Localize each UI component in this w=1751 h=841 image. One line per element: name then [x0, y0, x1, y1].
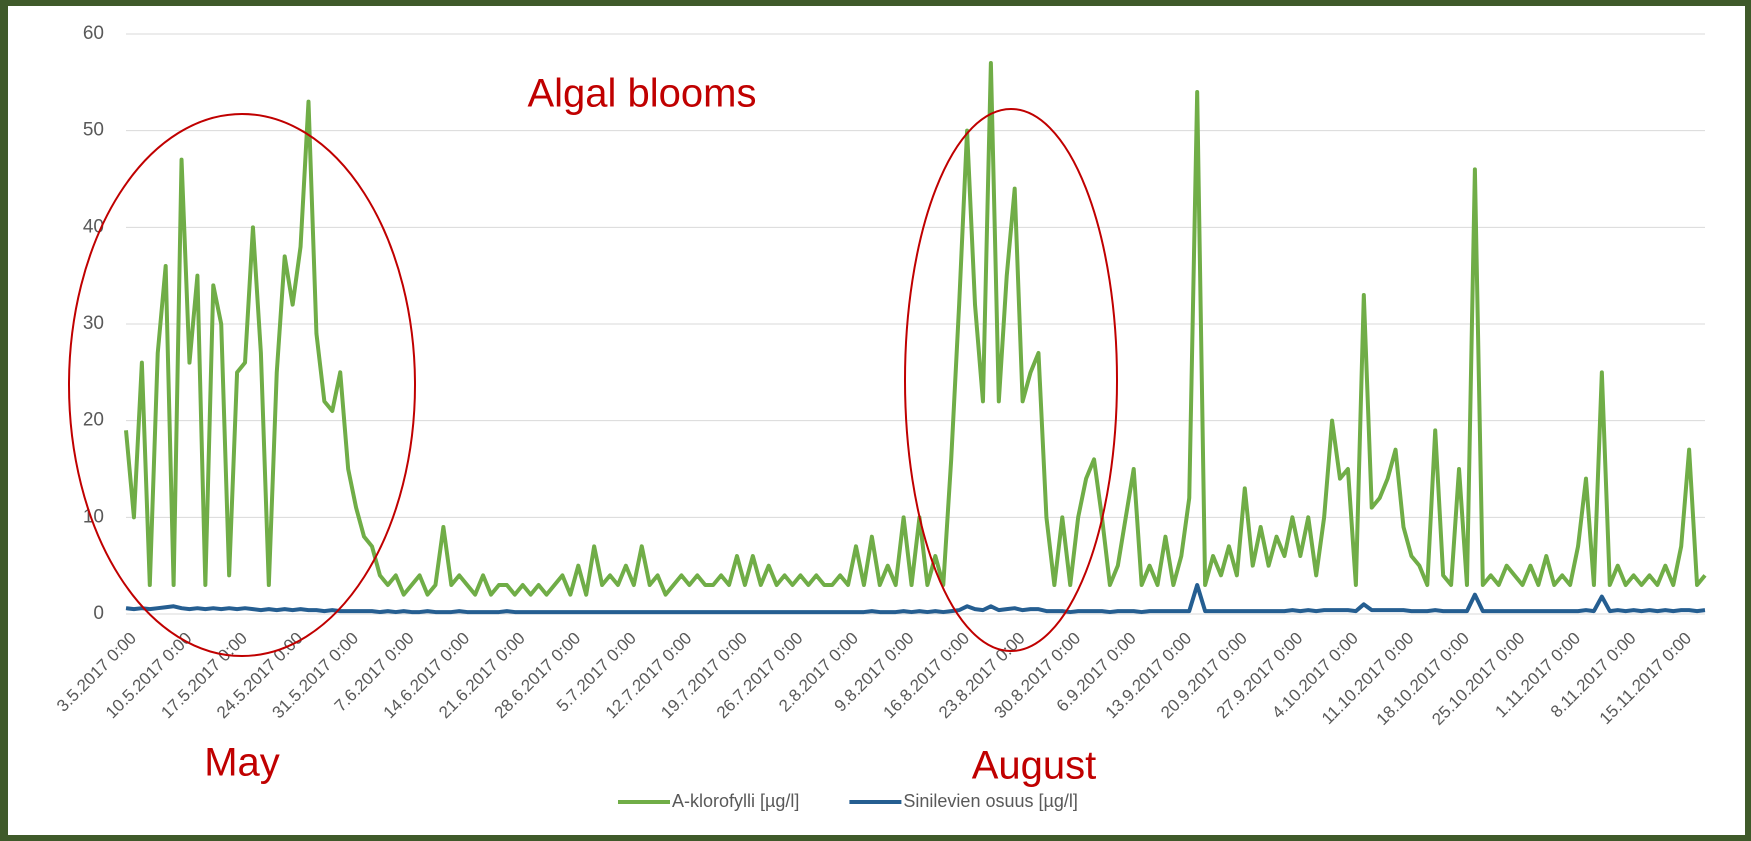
y-tick-label: 30 — [83, 313, 104, 334]
chart: 01020304050603.5.2017 0:0010.5.2017 0:00… — [0, 0, 1751, 841]
y-tick-label: 60 — [83, 23, 104, 44]
y-tick-label: 0 — [93, 603, 104, 624]
y-tick-label: 20 — [83, 410, 104, 431]
annotation: August — [972, 744, 1097, 788]
y-tick-label: 50 — [83, 120, 104, 141]
annotation: May — [204, 741, 280, 785]
legend-label: Sinilevien osuus [µg/l] — [903, 791, 1077, 811]
legend-label: A-klorofylli [µg/l] — [672, 791, 799, 811]
annotation: Algal blooms — [527, 72, 756, 116]
